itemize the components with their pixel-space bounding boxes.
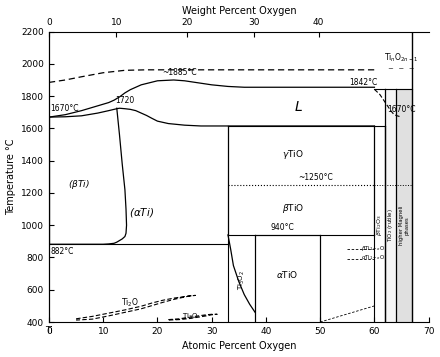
Text: $\gamma$TiO: $\gamma$TiO — [282, 149, 304, 161]
Y-axis label: Temperature °C: Temperature °C — [6, 139, 15, 215]
X-axis label: Atomic Percent Oxygen: Atomic Percent Oxygen — [182, 341, 296, 351]
Text: Ti$_3$O: Ti$_3$O — [182, 312, 198, 322]
Text: higher Magneli
phases: higher Magneli phases — [399, 206, 410, 245]
Text: 882°C: 882°C — [51, 247, 74, 256]
Text: Ti$_n$O$_{2n-1}$: Ti$_n$O$_{2n-1}$ — [384, 51, 419, 64]
Text: Ti$_3$O$_2$: Ti$_3$O$_2$ — [236, 270, 247, 290]
Text: ~1885°C: ~1885°C — [162, 68, 197, 77]
Text: 1670°C: 1670°C — [51, 104, 79, 113]
Text: TiO$_2$ (rutile): TiO$_2$ (rutile) — [386, 208, 395, 242]
Text: L: L — [295, 100, 302, 115]
Text: ~1250°C: ~1250°C — [298, 173, 333, 182]
Text: 1720: 1720 — [115, 96, 135, 105]
Text: Ti$_2$O: Ti$_2$O — [121, 296, 139, 308]
Text: $\alpha$Ti$_{1-x}$O: $\alpha$Ti$_{1-x}$O — [361, 253, 385, 262]
Text: Ti: Ti — [45, 326, 53, 335]
X-axis label: Weight Percent Oxygen: Weight Percent Oxygen — [182, 6, 296, 16]
Text: 1842°C: 1842°C — [349, 78, 378, 87]
Text: $\beta$TiO: $\beta$TiO — [282, 202, 304, 215]
Text: ~  ~  ~: ~ ~ ~ — [388, 66, 415, 72]
Text: $\beta$Ti$_{1-x}$O: $\beta$Ti$_{1-x}$O — [361, 244, 385, 253]
Text: ($\alpha$Ti): ($\alpha$Ti) — [128, 206, 154, 219]
Text: 1670°C: 1670°C — [387, 105, 416, 114]
Text: $\alpha$TiO: $\alpha$TiO — [276, 270, 299, 281]
Text: ($\beta$Ti): ($\beta$Ti) — [68, 178, 90, 191]
Text: 940°C: 940°C — [270, 223, 294, 232]
Text: $\beta$Ti$_2$O$_3$: $\beta$Ti$_2$O$_3$ — [375, 214, 385, 236]
